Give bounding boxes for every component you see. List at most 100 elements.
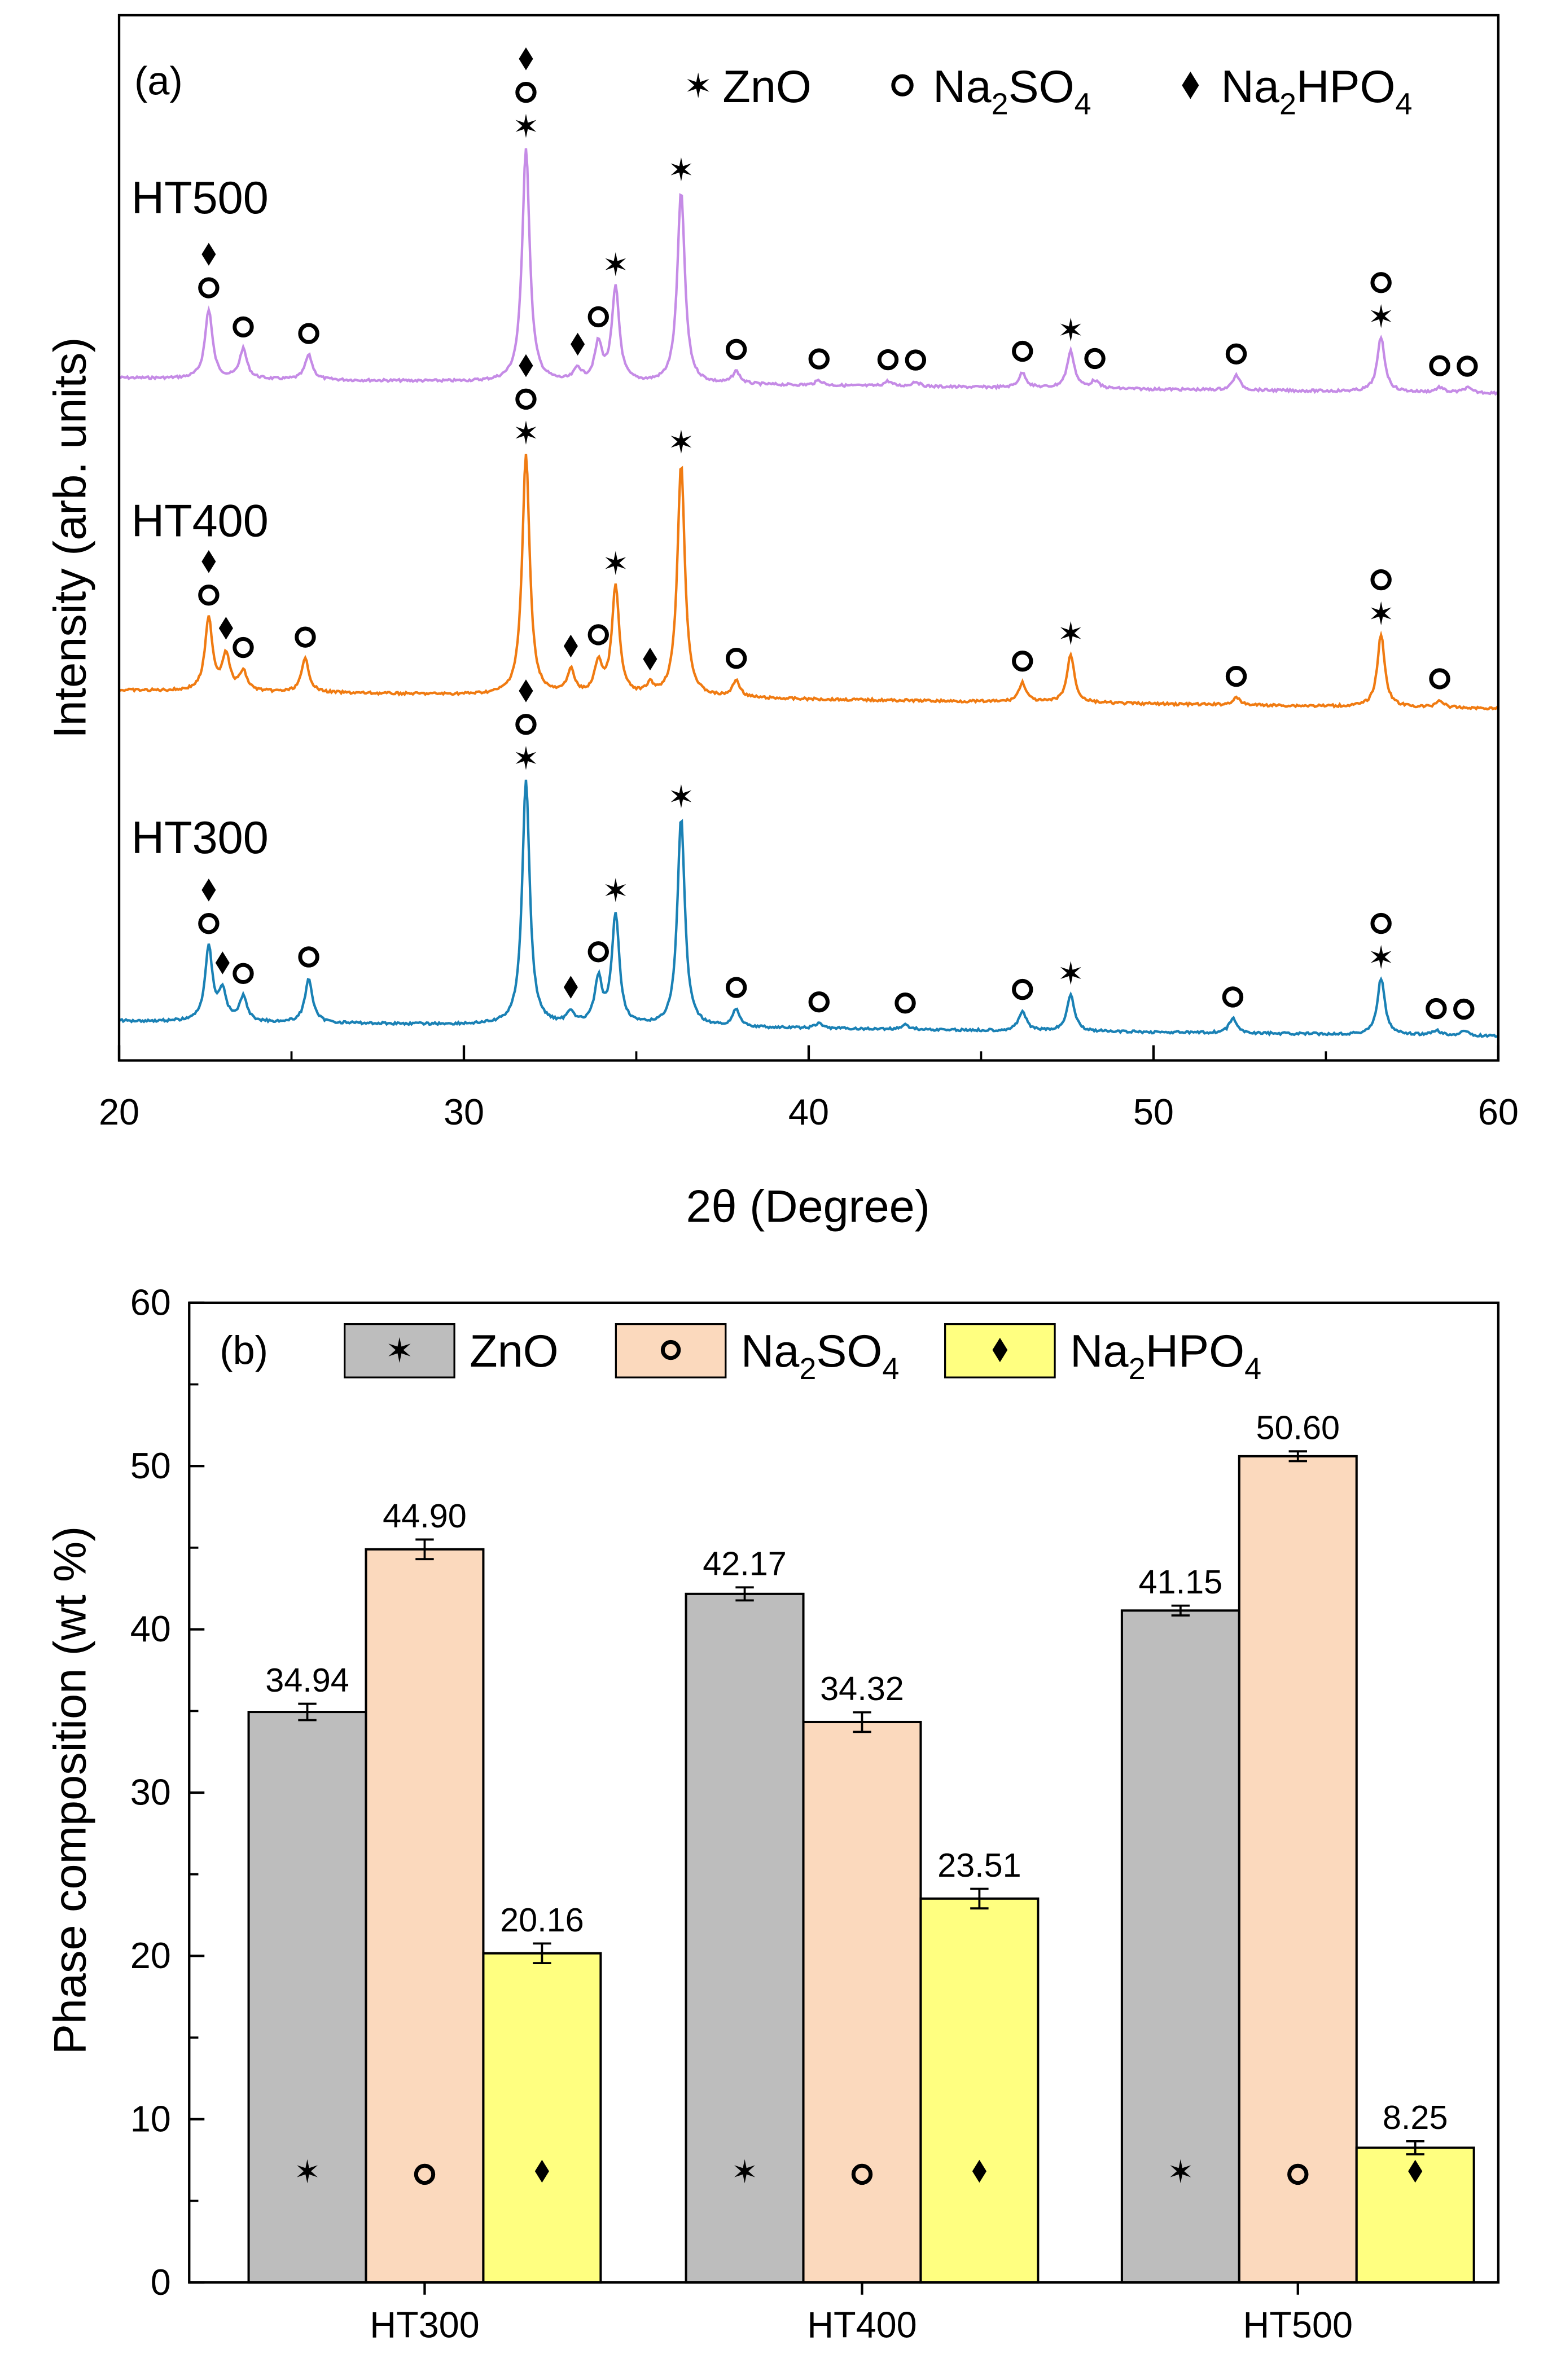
star-icon — [734, 2159, 755, 2184]
bar-na2so4-ht300 — [365, 1548, 485, 2284]
legend-label-zno: ZnO — [470, 1326, 559, 1377]
bar-zno-ht300 — [247, 1711, 367, 2284]
peak-marker-circle-icon — [515, 714, 537, 735]
peak-marker-circle-icon — [233, 316, 254, 338]
peak-marker-circle-icon — [1370, 912, 1392, 934]
peak-marker-circle-icon — [808, 991, 830, 1013]
peak-marker-star-icon — [1060, 961, 1081, 985]
xrd-curve-ht500 — [119, 148, 1498, 396]
x-tick-label-ht500: HT500 — [1243, 2304, 1353, 2345]
diamond-icon — [972, 2159, 986, 2183]
peak-marker-star-icon — [670, 429, 692, 454]
bar-value-label: 42.17 — [703, 1545, 787, 1583]
panel-b-bar-chart: 34.94 44.90 20.16 42.17 34.32 23.51 41.15 50.60… — [45, 1281, 1500, 2345]
peak-marker-circle-icon — [587, 306, 609, 328]
peak-marker-star-icon — [670, 157, 692, 182]
peak-marker-circle-icon — [233, 636, 254, 658]
peak-marker-circle-icon — [1012, 978, 1033, 1000]
peak-marker-star-icon — [670, 784, 692, 809]
bar-na2so4-ht500 — [1238, 1455, 1358, 2284]
peak-marker-circle-icon — [1426, 998, 1447, 1020]
panel-a-label: (a) — [134, 58, 183, 103]
legend-na2so4-part-2: 2 — [992, 87, 1008, 121]
peak-marker-circle-icon — [515, 81, 537, 103]
panel-a-legend: ZnO Na2SO4 Na2HPO4 — [687, 62, 1413, 121]
bar-value-label: 20.16 — [500, 1901, 584, 1939]
legend-circle-icon — [891, 74, 914, 96]
panel-b-y-ticks: 0 10 20 30 40 50 60 — [130, 1281, 205, 2303]
peak-marker-circle-icon — [198, 277, 220, 298]
bars — [247, 1455, 1475, 2284]
legend-na2so4-part-4: 4 — [882, 1352, 899, 1386]
peak-marker-diamond-icon — [201, 550, 216, 573]
y-tick-label: 10 — [130, 2098, 171, 2139]
series-label-ht500: HT500 — [131, 173, 269, 223]
error-bars — [298, 1450, 1424, 2155]
peak-marker-circle-icon — [515, 388, 537, 410]
xrd-curve-ht300 — [119, 779, 1498, 1038]
legend-zno-text: ZnO — [722, 62, 812, 112]
peak-marker-diamond-icon — [201, 243, 216, 266]
legend-star-icon — [687, 72, 709, 98]
peak-marker-circle-icon — [725, 648, 747, 669]
legend-na2hpo4-part-2: 2 — [1279, 87, 1296, 121]
legend-na2so4-part-3: SO — [1008, 62, 1075, 112]
peak-marker-circle-icon — [1429, 668, 1450, 690]
star-icon — [687, 72, 709, 98]
legend-swatch-na2so4 — [615, 1323, 727, 1378]
legend-na2so4-part-2: 2 — [799, 1352, 816, 1386]
series-label-ht400: HT400 — [131, 496, 269, 547]
x-tick-label: 60 — [1478, 1091, 1519, 1132]
bar-na2hpo4-ht300 — [482, 1952, 602, 2284]
panel-b-y-axis-label: Phase composition (wt %) — [45, 1526, 96, 2054]
peak-marker-circle-icon — [1370, 272, 1392, 293]
panel-b-label: (b) — [220, 1328, 268, 1372]
peak-marker-circle-icon — [877, 349, 899, 371]
legend-label-na2so4: Na2SO4 — [933, 62, 1091, 121]
legend-na2so4-part-4: 4 — [1075, 87, 1091, 121]
peak-marker-star-icon — [515, 745, 537, 770]
peak-marker-star-icon — [1370, 601, 1392, 626]
bar-value-label: 44.90 — [383, 1497, 467, 1535]
panel-b-frame — [188, 1301, 1500, 2284]
y-tick-label: 60 — [130, 1281, 171, 1323]
peak-marker-diamond-icon — [215, 951, 230, 974]
star-icon — [297, 2159, 318, 2184]
x-tick-label: 20 — [99, 1091, 139, 1132]
legend-label-na2so4: Na2SO4 — [741, 1326, 900, 1386]
panel-a-x-ticks: 20 30 40 50 60 — [99, 1045, 1519, 1132]
panel-a-y-axis-label: Intensity (arb. units) — [45, 337, 96, 739]
peak-marker-circle-icon — [587, 941, 609, 963]
diamond-icon — [1408, 2159, 1423, 2183]
x-tick-label: 40 — [788, 1091, 829, 1132]
diamond-icon — [992, 1337, 1008, 1363]
bar-value-label: 50.60 — [1256, 1409, 1340, 1447]
peak-marker-circle-icon — [725, 339, 747, 360]
peak-marker-star-icon — [515, 113, 537, 138]
bar-value-label: 34.94 — [265, 1661, 349, 1699]
peak-marker-circle-icon — [725, 977, 747, 998]
x-tick-label-ht400: HT400 — [807, 2304, 917, 2345]
peak-marker-star-icon — [1060, 621, 1081, 646]
peak-marker-circle-icon — [1429, 355, 1450, 376]
bar-value-label: 34.32 — [820, 1670, 904, 1707]
legend-na2hpo4-part-1: Na — [1221, 62, 1279, 112]
bar-na2hpo4-ht400 — [919, 1897, 1040, 2284]
peak-marker-diamond-icon — [643, 647, 657, 671]
legend-na2so4-part-3: SO — [816, 1326, 882, 1377]
legend-na2hpo4-part-4: 4 — [1396, 87, 1413, 121]
peak-marker-circle-icon — [808, 348, 830, 370]
bar-value-label: 41.15 — [1139, 1563, 1223, 1601]
peak-marker-circle-icon — [298, 323, 319, 344]
legend-star-icon — [388, 1337, 411, 1363]
legend-label-zno: ZnO — [722, 62, 812, 112]
peak-marker-circle-icon — [1225, 665, 1247, 687]
panel-b-x-ticks: HT300 HT400 HT500 — [370, 2282, 1353, 2345]
legend-circle-icon — [660, 1340, 681, 1360]
bar-symbols — [297, 2159, 1423, 2185]
legend-na2so4-part-1: Na — [741, 1326, 800, 1377]
peak-marker-circle-icon — [1012, 340, 1033, 362]
peak-markers — [198, 47, 1478, 1020]
panel-a-x-axis-label: 2θ (Degree) — [686, 1182, 929, 1232]
